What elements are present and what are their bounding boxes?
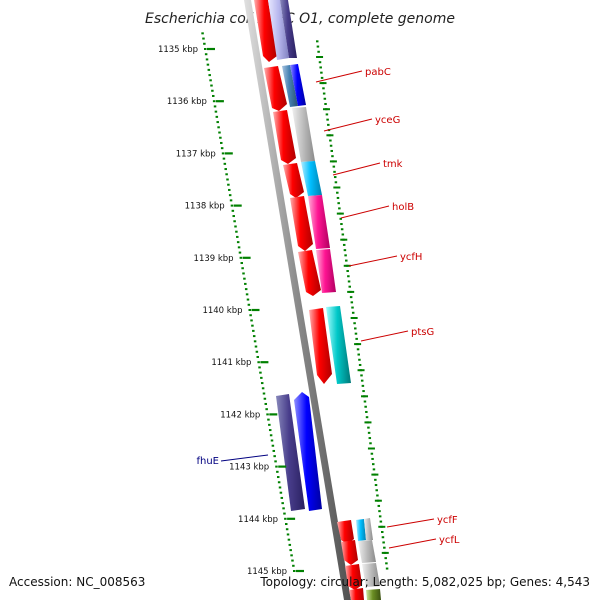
gene-leader-line (386, 518, 435, 528)
reverse-cds-arrow-7 (309, 308, 332, 384)
kbp-tick-label: 1139 kbp (194, 254, 234, 264)
gene-leader-line (340, 205, 390, 219)
gene-label-ptsG: ptsG (411, 327, 434, 338)
gene-label-tmk: tmk (383, 159, 403, 170)
cog-block-yceG (292, 107, 315, 162)
kbp-labels: 1135 kbp 1136 kbp 1137 kbp 1138 kbp 1139 kbp… (158, 45, 305, 577)
reverse-cds-arrow-2 (264, 66, 287, 111)
kbp-tick-label: 1140 kbp (202, 306, 242, 316)
reverse-cds-arrow-11 (345, 564, 362, 590)
gene-label-pabC: pabC (365, 67, 391, 78)
reverse-cds-track (254, 0, 364, 600)
kbp-tick-label: 1145 kbp (247, 567, 287, 577)
reverse-cds-fhuE (276, 394, 305, 511)
reverse-cds-arrow-4 (283, 163, 304, 198)
reverse-cds-arrow-3 (273, 110, 296, 164)
gene-label-ycfF: ycfF (437, 515, 458, 526)
cog-block-gray-1 (364, 518, 373, 540)
cog-block-tmk (301, 161, 322, 196)
gene-leader-line (220, 454, 269, 462)
reverse-cds-arrow-10 (341, 540, 358, 565)
cog-block-ycfH (316, 249, 336, 293)
reverse-cds-arrow-8 (294, 392, 322, 511)
gene-leader-line (332, 162, 381, 176)
cog-block-gray-2 (362, 563, 380, 587)
gene-leader-line (315, 70, 363, 83)
accession-text: Accession: NC_008563 (9, 575, 146, 589)
genome-backbone (244, 0, 351, 600)
cog-block-ycfF (356, 519, 366, 541)
kbp-tick-label: 1138 kbp (185, 202, 225, 212)
gene-leader-line (360, 330, 409, 342)
reverse-cds-arrow-9 (337, 520, 354, 544)
kbp-tick-label: 1144 kbp (238, 515, 278, 525)
ruler-inner (201, 32, 296, 572)
cog-block-ycfL (358, 540, 376, 563)
gene-label-ycfH: ycfH (400, 252, 422, 263)
cog-track (268, 0, 381, 600)
kbp-tick-label: 1142 kbp (220, 410, 260, 420)
cog-block-olive (366, 589, 381, 600)
reverse-cds-arrow-5 (290, 196, 313, 251)
kbp-tick-label: 1135 kbp (158, 45, 198, 55)
gene-label-fhuE: fhuE (196, 456, 219, 467)
kbp-tick-label: 1137 kbp (176, 149, 216, 159)
cog-block-steel (282, 65, 298, 107)
gene-leader-line (323, 118, 373, 132)
cog-block-top-lavender (268, 0, 289, 60)
cog-block-top-navy (280, 0, 297, 58)
cog-block-pabC (290, 64, 306, 106)
kbp-tick-label: 1141 kbp (211, 358, 251, 368)
gene-leader-line (388, 538, 437, 549)
gene-leader-line (348, 255, 398, 267)
ruler-outer (315, 40, 389, 570)
reverse-cds-arrow-top-1 (254, 0, 277, 62)
cog-block-ptsG (326, 306, 351, 384)
reverse-cds-arrow-12 (349, 588, 364, 600)
gene-label-ycfL: ycfL (439, 535, 460, 546)
kbp-tick-label: 1143 kbp (229, 463, 269, 473)
gene-labels: pabC yceG tmk holB ycfH ptsG fhuE ycfF ycfL (196, 67, 460, 549)
genome-stats-text: Topology: circular; Length: 5,082,025 bp… (260, 575, 590, 589)
kbp-tick-label: 1136 kbp (167, 97, 207, 107)
cog-block-holB (308, 195, 330, 249)
gene-label-holB: holB (392, 202, 414, 213)
reverse-cds-arrow-6 (298, 250, 321, 296)
map-title: Escherichia coli APEC O1, complete genom… (145, 11, 455, 27)
gene-label-yceG: yceG (375, 115, 400, 126)
